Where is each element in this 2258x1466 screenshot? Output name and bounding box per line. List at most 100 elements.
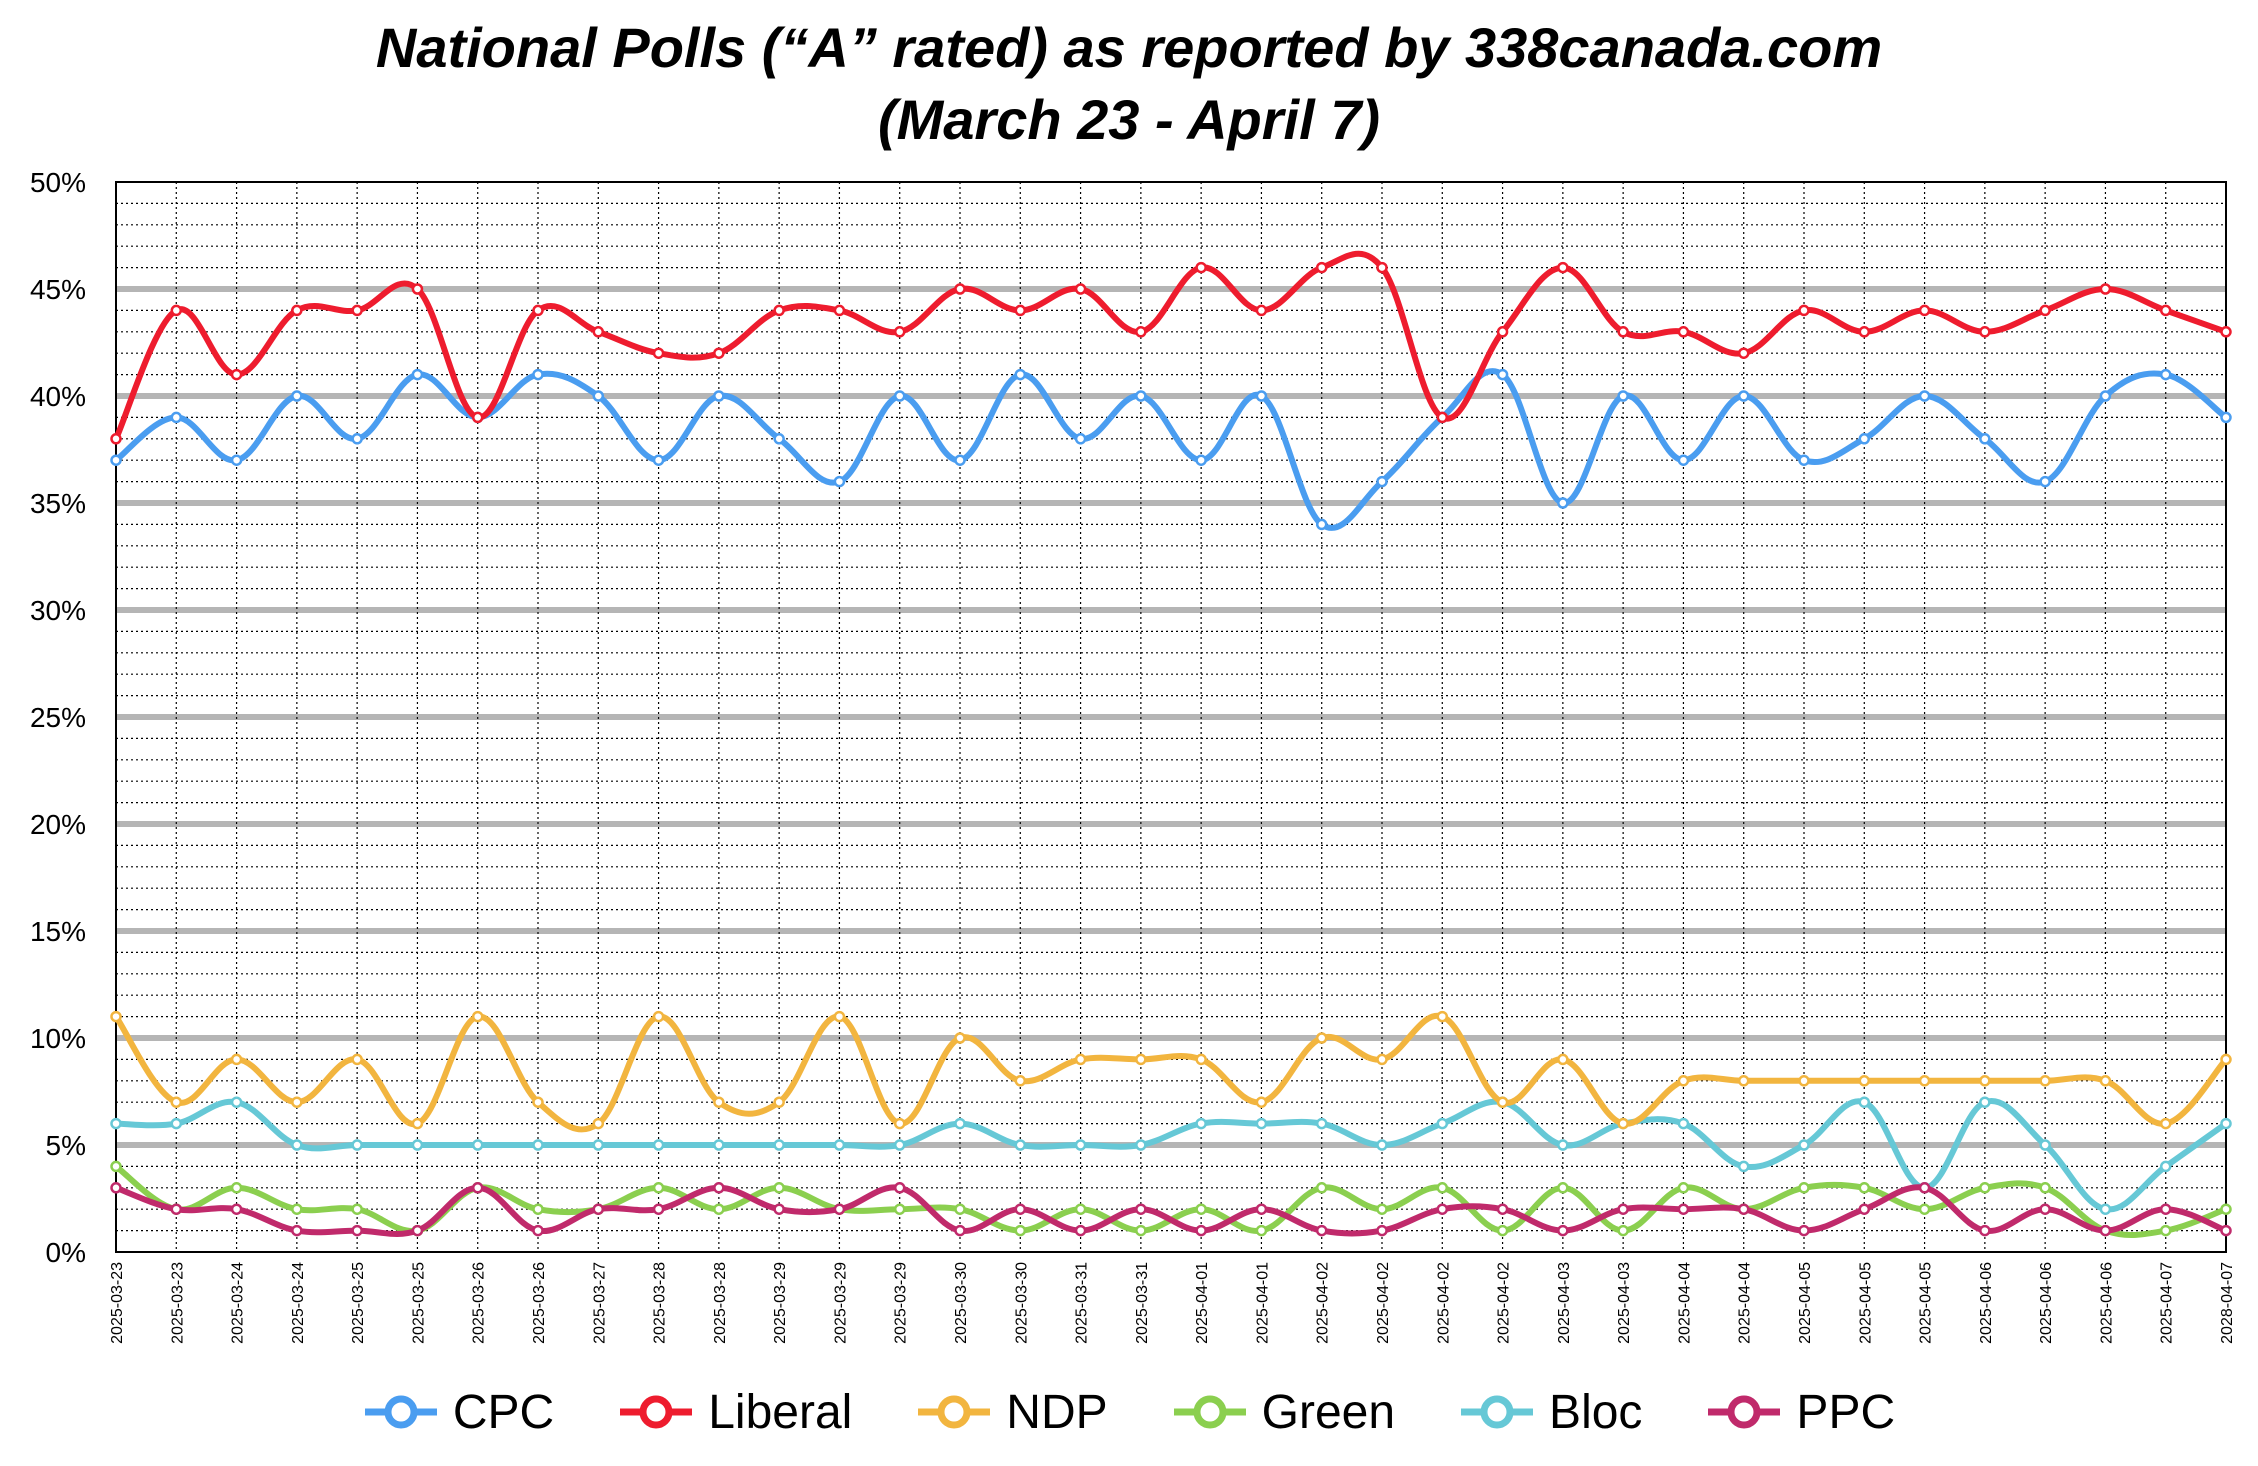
- data-point-bloc: [713, 1139, 725, 1151]
- data-point-ppc: [170, 1203, 183, 1215]
- legend: CPC Liberal NDP Green Bloc PPC: [0, 1372, 2258, 1452]
- data-point-bloc: [2099, 1203, 2112, 1215]
- data-point-ppc: [713, 1182, 725, 1194]
- data-point-bloc: [532, 1139, 544, 1151]
- data-point-ppc: [592, 1203, 605, 1215]
- data-point-ppc: [893, 1182, 906, 1194]
- data-point-liberal: [1798, 304, 1810, 317]
- x-tick-label: 2025-03-28: [712, 1262, 729, 1344]
- x-tick-label: 2025-04-06: [2038, 1262, 2055, 1344]
- y-axis-tick-labels: 0% 5% 10% 15% 20% 25% 30% 35% 40% 45% 50%: [30, 167, 86, 1268]
- data-point-liberal: [1074, 283, 1087, 295]
- data-point-bloc: [170, 1117, 183, 1130]
- data-point-green: [2220, 1203, 2232, 1215]
- data-point-cpc: [411, 368, 424, 381]
- data-point-ppc: [1737, 1203, 1750, 1215]
- data-point-bloc: [652, 1139, 665, 1151]
- data-point-liberal: [652, 347, 665, 359]
- x-tick-label: 2025-04-05: [1857, 1262, 1874, 1344]
- data-point-cpc: [351, 433, 363, 445]
- data-point-bloc: [2220, 1117, 2232, 1130]
- x-tick-label: 2025-04-02: [1375, 1262, 1392, 1344]
- x-axis-tick-labels: 2025-03-23 2025-03-23 2025-03-24 2025-03-24…: [109, 1262, 2236, 1344]
- data-point-green: [1014, 1224, 1027, 1237]
- data-point-ndp: [1436, 1010, 1449, 1023]
- x-tick-label: 2025-03-28: [652, 1262, 669, 1344]
- series-ndp: [110, 1010, 2232, 1133]
- data-point-ppc: [1195, 1224, 1207, 1237]
- data-point-ppc: [833, 1203, 846, 1215]
- data-point-ppc: [652, 1203, 665, 1215]
- data-point-ndp: [893, 1117, 906, 1130]
- data-point-bloc: [1677, 1117, 1690, 1130]
- x-tick-label: 2025-03-31: [1074, 1262, 1091, 1344]
- x-tick-label: 2025-03-30: [953, 1262, 970, 1344]
- data-point-green: [1496, 1224, 1509, 1237]
- data-point-liberal: [110, 433, 122, 445]
- data-point-green: [351, 1203, 363, 1215]
- data-point-ndp: [1376, 1053, 1388, 1066]
- x-tick-label: 2025-03-25: [350, 1262, 367, 1344]
- legend-label: Liberal: [708, 1385, 853, 1439]
- data-point-green: [1436, 1182, 1449, 1194]
- data-point-cpc: [954, 454, 966, 466]
- data-point-bloc: [291, 1139, 303, 1151]
- data-point-ppc: [2039, 1203, 2051, 1215]
- data-point-green: [893, 1203, 906, 1215]
- legend-label: CPC: [452, 1385, 555, 1439]
- x-tick-label: 2025-04-07: [2159, 1262, 2176, 1344]
- data-point-liberal: [411, 283, 424, 295]
- y-tick-label: 40%: [30, 381, 86, 412]
- data-point-bloc: [773, 1139, 785, 1151]
- series-line-ndp: [113, 1012, 2229, 1133]
- x-tick-label: 2025-04-02: [1496, 1262, 1513, 1344]
- legend-label: PPC: [1796, 1385, 1896, 1439]
- x-tick-label: 2025-04-05: [1918, 1262, 1935, 1344]
- data-point-ndp: [652, 1010, 665, 1023]
- data-point-green: [291, 1203, 303, 1215]
- data-point-cpc: [1135, 390, 1147, 402]
- data-point-ppc: [1436, 1203, 1449, 1215]
- data-point-liberal: [1376, 261, 1388, 274]
- data-point-bloc: [230, 1096, 243, 1108]
- data-point-ndp: [230, 1053, 243, 1066]
- data-point-ndp: [592, 1117, 605, 1130]
- data-point-liberal: [1135, 326, 1147, 338]
- data-point-ppc: [1557, 1224, 1569, 1237]
- data-point-liberal: [1195, 261, 1207, 274]
- y-tick-label: 20%: [30, 809, 86, 840]
- data-point-green: [1135, 1224, 1147, 1237]
- data-point-green: [532, 1203, 544, 1215]
- legend-item-bloc: Bloc: [1459, 1385, 1642, 1440]
- x-tick-label: 2025-04-02: [1315, 1262, 1332, 1344]
- data-point-green: [1255, 1224, 1268, 1237]
- legend-swatch: [1461, 1395, 1534, 1429]
- legend-item-liberal: Liberal: [618, 1385, 852, 1440]
- data-point-ndp: [954, 1032, 966, 1044]
- x-tick-label: 2028-04-07: [2219, 1262, 2236, 1344]
- data-point-bloc: [1074, 1139, 1087, 1151]
- plot-frame: [115, 181, 2227, 1253]
- data-point-green: [1074, 1203, 1087, 1215]
- x-tick-label: 2025-03-27: [591, 1262, 608, 1344]
- legend-label: Bloc: [1549, 1385, 1643, 1439]
- data-point-green: [230, 1182, 243, 1194]
- x-tick-label: 2025-03-25: [410, 1262, 427, 1344]
- data-point-ppc: [1979, 1224, 1991, 1237]
- data-point-cpc: [1496, 368, 1509, 381]
- data-point-bloc: [1376, 1139, 1388, 1151]
- x-tick-label: 2025-04-03: [1616, 1262, 1633, 1344]
- data-point-liberal: [1617, 326, 1629, 338]
- data-point-green: [954, 1203, 966, 1215]
- data-point-liberal: [230, 368, 243, 381]
- x-tick-label: 2025-03-26: [471, 1262, 488, 1344]
- data-point-cpc: [893, 390, 906, 402]
- data-point-cpc: [2039, 475, 2051, 488]
- data-point-ndp: [411, 1117, 424, 1130]
- data-point-cpc: [532, 368, 544, 381]
- data-point-ppc: [411, 1224, 424, 1237]
- legend-item-ppc: PPC: [1706, 1385, 1895, 1440]
- data-point-cpc: [1074, 433, 1087, 445]
- data-point-ppc: [2159, 1203, 2172, 1215]
- data-point-liberal: [291, 304, 303, 317]
